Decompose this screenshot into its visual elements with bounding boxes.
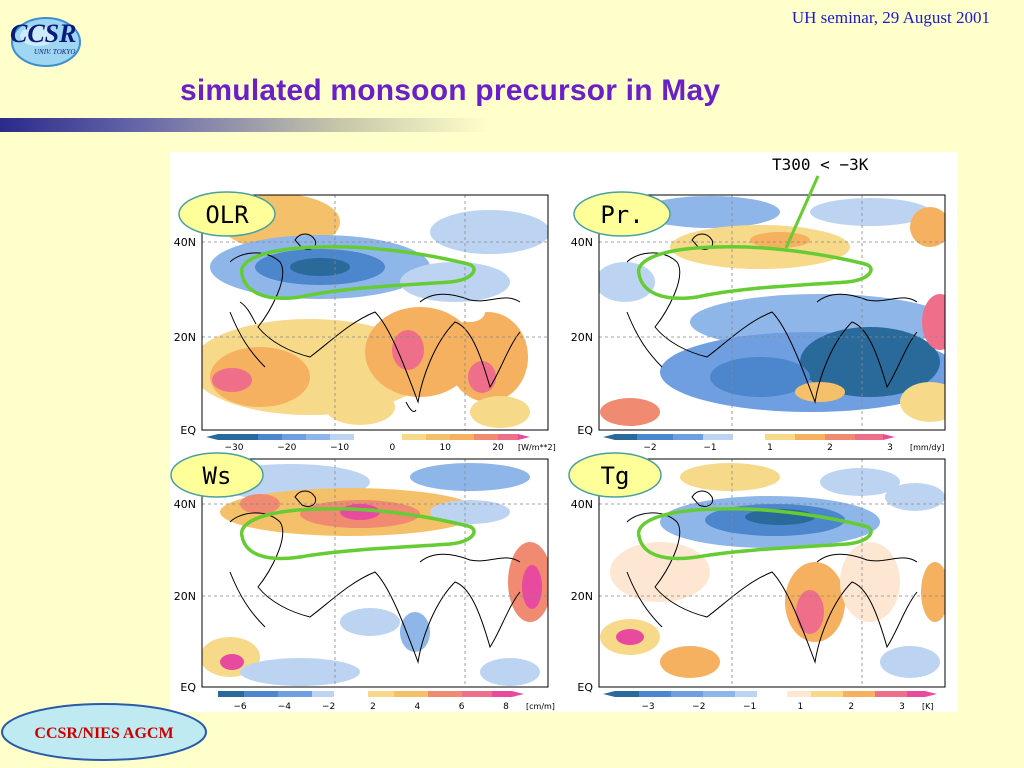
panel-olr: OLR [178, 191, 549, 440]
seminar-date: UH seminar, 29 August 2001 [791, 8, 990, 27]
colorbar-tick-label: −2 [692, 702, 705, 712]
colorbar-tick-label: 20 [492, 443, 504, 453]
colorbar-tick-label: −4 [278, 702, 292, 712]
colorbar-tick-label: −1 [703, 443, 716, 453]
panel-label-precipitation: Pr. [600, 201, 643, 229]
colorbar-tick-label: −20 [277, 443, 296, 453]
panel-ws: Ws [170, 452, 549, 697]
latitude-labels: 40N 20N EQ 40N 20N EQ 40N 20N EQ 40N 20N EQ [174, 236, 594, 694]
colorbar-tick-label: 3 [899, 702, 905, 712]
t300-annotation: T300 < −3K [772, 155, 869, 174]
colorbar-tick-label: 3 [887, 443, 893, 453]
latitude-label: 20N [571, 331, 593, 344]
colorbar-tick-label: 1 [767, 443, 773, 453]
footer-label: CCSR/NIES AGCM [34, 725, 173, 742]
latitude-label: EQ [577, 424, 593, 437]
colorbar-tick-label: 0 [390, 443, 396, 453]
latitude-label: EQ [180, 681, 196, 694]
latitude-label: EQ [577, 681, 593, 694]
colorbar-tick-label: 2 [370, 702, 376, 712]
colorbar-tick-label: 6 [459, 702, 465, 712]
latitude-label: EQ [180, 424, 196, 437]
panel-precipitation: Pr. [573, 191, 946, 440]
page-title: simulated monsoon precursor in May [180, 74, 721, 107]
latitude-label: 20N [174, 331, 196, 344]
panel-label-olr: OLR [205, 201, 249, 229]
colorbar-tick-label: 2 [827, 443, 833, 453]
ccsr-logo: CCSR UNIV. TOKYO [10, 17, 81, 67]
colorbar-tick-label: 10 [439, 443, 451, 453]
colorbar-unit: [K] [922, 702, 934, 711]
panel-label-tg: Tg [601, 462, 630, 490]
panel-label-ws: Ws [203, 462, 232, 490]
colorbar-tick-label: −3 [641, 702, 654, 712]
colorbar-unit: [cm/m] [526, 702, 555, 711]
colorbar-unit: [mm/dy] [910, 443, 944, 452]
latitude-label: 40N [174, 498, 196, 511]
colorbar-tick-label: 8 [503, 702, 509, 712]
colorbar-tick-label: −6 [233, 702, 247, 712]
logo-text: CCSR [10, 19, 77, 48]
logo-subtext: UNIV. TOKYO [34, 48, 75, 56]
colorbar-tick-label: −2 [322, 702, 335, 712]
colorbar-ticks: −30 −20 −10 0 10 20 [W/m**2] −2 −1 1 2 3 [mm/dy] −6 −4… [225, 443, 945, 712]
title-rule [0, 118, 490, 132]
colorbar-tick-label: −30 [225, 443, 244, 453]
latitude-label: 40N [571, 498, 593, 511]
colorbar-tick-label: 1 [798, 702, 804, 712]
latitude-label: 20N [571, 590, 593, 603]
colorbar-tick-label: 4 [414, 702, 420, 712]
colorbar-unit: [W/m**2] [518, 443, 556, 452]
panel-tg: Tg [568, 452, 946, 697]
monsoon-figure: OLR [170, 152, 957, 712]
footer-badge: CCSR/NIES AGCM [1, 703, 207, 761]
latitude-label: 20N [174, 590, 196, 603]
latitude-label: 40N [174, 236, 196, 249]
colorbar-tick-label: −2 [643, 443, 656, 453]
latitude-label: 40N [571, 236, 593, 249]
colorbar-tick-label: −1 [743, 702, 756, 712]
colorbar-tick-label: 2 [848, 702, 854, 712]
colorbar-tick-label: −10 [330, 443, 349, 453]
